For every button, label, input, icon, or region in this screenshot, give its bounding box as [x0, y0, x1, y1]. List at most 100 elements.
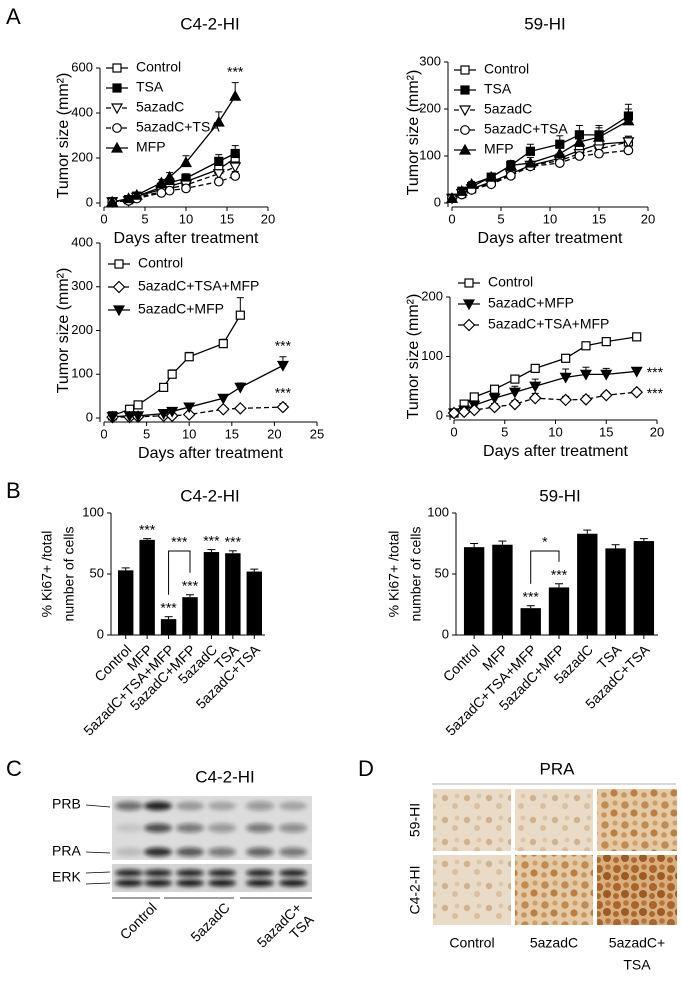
bar — [225, 553, 241, 635]
blot-membrane — [112, 864, 312, 892]
marker — [106, 195, 119, 207]
marker — [112, 83, 122, 93]
blot-band — [279, 801, 307, 811]
panel-label: B — [6, 478, 21, 503]
blot-band — [208, 869, 236, 877]
x-tick-label: 20 — [641, 211, 655, 226]
marker — [600, 369, 613, 381]
x-tick-label: 5 — [143, 426, 150, 441]
marker — [465, 177, 478, 189]
bar — [246, 571, 262, 635]
x-tick-label: 20 — [267, 426, 281, 441]
legend-label: Control — [484, 61, 529, 77]
marker — [110, 103, 124, 115]
marker — [508, 397, 522, 411]
marker — [632, 332, 642, 342]
marker — [181, 183, 191, 194]
blot-band — [176, 823, 204, 833]
marker — [212, 115, 225, 127]
x-tick-label: 0 — [100, 426, 107, 441]
marker — [464, 278, 474, 288]
x-tick-label: 5 — [141, 211, 148, 226]
x-axis-label: Days after treatment — [138, 445, 284, 462]
bar — [463, 547, 485, 635]
series-line — [453, 370, 637, 414]
marker — [457, 405, 471, 419]
legend-label: 5azadC+TSA — [484, 121, 568, 137]
series-line — [451, 141, 629, 199]
legend-label: Control — [488, 274, 533, 290]
x-axis-label: Days after treatment — [478, 230, 624, 247]
x-tick-label: 10 — [543, 211, 557, 226]
y-axis-label: Tumor size (mm²) — [55, 268, 72, 394]
series-line — [453, 336, 637, 414]
legend-label: TSA — [136, 79, 164, 95]
marker — [122, 192, 135, 204]
y-tick-label: 100 — [71, 366, 93, 381]
significance-label: *** — [160, 599, 177, 615]
panel-label: D — [358, 756, 374, 781]
y-tick-label: 300 — [419, 53, 441, 68]
significance-label: *** — [203, 532, 220, 548]
marker — [234, 382, 247, 394]
y-tick-label: 100 — [427, 504, 449, 519]
marker — [233, 402, 247, 415]
marker — [110, 141, 124, 153]
marker — [579, 392, 593, 406]
x-tick-label: 10 — [548, 424, 562, 439]
panel-label: A — [6, 4, 21, 29]
blot-band — [115, 801, 143, 811]
marker — [159, 382, 169, 392]
x-tick-label: 15 — [599, 424, 613, 439]
marker — [229, 89, 242, 101]
legend-label: MFP — [484, 141, 514, 157]
marker — [574, 151, 585, 161]
marker — [276, 400, 290, 414]
y-tick-label: 200 — [421, 288, 443, 303]
marker — [529, 381, 542, 393]
bar — [118, 570, 134, 635]
bar — [139, 539, 155, 635]
significance-label: *** — [225, 534, 242, 550]
marker — [112, 63, 122, 73]
marker — [230, 171, 241, 181]
bracket-label: *** — [171, 534, 188, 550]
marker — [581, 341, 591, 351]
y-axis-label: % Ki67+ /total — [386, 531, 402, 618]
marker — [230, 148, 240, 159]
bar — [633, 541, 655, 635]
y-tick-label: 100 — [421, 348, 443, 363]
blot-band — [246, 879, 274, 887]
series-line — [451, 149, 629, 199]
y-tick-label: 0 — [434, 194, 441, 209]
blot-bands — [115, 801, 307, 887]
marker — [214, 156, 224, 166]
y-axis-label: number of cells — [61, 527, 77, 622]
legend-label: 5azadC+MFP — [138, 301, 224, 317]
blot-band — [115, 869, 143, 877]
chart-title: 59-HI — [524, 14, 566, 33]
marker — [133, 400, 143, 410]
significance-label: *** — [523, 588, 540, 604]
legend-label: MFP — [136, 139, 166, 155]
y-axis-label: Tumor size (mm²) — [405, 70, 422, 196]
legend-label: Control — [138, 255, 183, 271]
legend-label: 5azadC+TSA+MFP — [488, 316, 609, 332]
blot-band — [279, 869, 307, 877]
legend-label: 5azadC — [484, 101, 532, 117]
blot-band — [246, 801, 274, 811]
series-line — [453, 391, 637, 414]
x-tick-label: 15 — [220, 211, 234, 226]
legend-label: 5azadC+MFP — [488, 295, 574, 311]
blot-band — [115, 879, 143, 887]
marker — [462, 299, 476, 311]
y-axis-label: Tumor size (mm²) — [405, 294, 422, 420]
marker — [524, 156, 537, 168]
x-tick-label: 5 — [501, 424, 508, 439]
marker — [508, 387, 521, 399]
y-tick-label: 0 — [442, 626, 449, 641]
marker — [216, 402, 230, 416]
bar — [160, 619, 177, 635]
y-tick-label: 50 — [90, 565, 104, 580]
band-label: PRA — [52, 843, 81, 859]
